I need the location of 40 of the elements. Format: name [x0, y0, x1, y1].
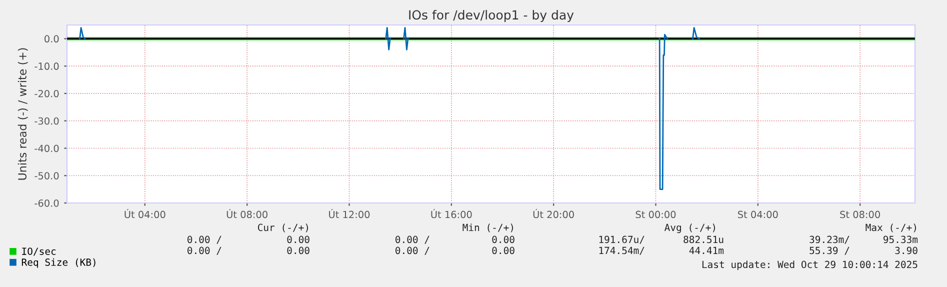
x-tick-label: Út 08:00 — [226, 209, 268, 218]
y-tick-label: -30.0 — [34, 117, 59, 125]
chart-title: IOs for /dev/loop1 - by day — [409, 10, 574, 22]
text: 3.90 — [895, 246, 918, 254]
text: 174.54m/ — [599, 246, 644, 255]
legend-label: IO/sec — [22, 248, 56, 256]
text: 55.39 / — [810, 246, 850, 255]
text: 0.00 / — [188, 236, 222, 244]
y-tick-label: -10.0 — [34, 62, 59, 70]
x-tick-label: St 08:00 — [840, 210, 880, 218]
y-axis-title: Units read (-) / write (+) — [18, 48, 28, 180]
text: 0.00 — [492, 246, 514, 254]
text: 39.23m/ — [810, 236, 850, 244]
text: Cur (-/+) — [258, 224, 308, 232]
text: Min (-/+) — [462, 224, 513, 232]
y-tick-label: -50.0 — [34, 172, 59, 180]
text: 0.00 / — [188, 246, 222, 255]
x-tick-label: St 00:00 — [636, 210, 676, 218]
text: 0.00 / — [396, 236, 430, 244]
x-tick-label: Út 12:00 — [329, 209, 370, 218]
text: Max (-/+) — [866, 224, 916, 232]
text: 44.41m — [689, 246, 724, 254]
legend-label: Req Size (KB) — [22, 258, 96, 268]
text: 0.00 — [492, 236, 514, 244]
text: 95.33m — [883, 236, 918, 244]
text: 0.00 — [287, 246, 310, 254]
text: Avg (-/+) — [664, 224, 715, 234]
x-tick-label: Út 16:00 — [431, 209, 472, 218]
x-tick-label: Út 20:00 — [533, 209, 574, 218]
x-tick-label: St 04:00 — [738, 210, 778, 218]
y-tick-label: -60.0 — [34, 199, 59, 207]
text: 0.00 — [287, 236, 310, 244]
x-tick-label: Út 04:00 — [124, 209, 166, 218]
text: 191.67u/ — [599, 236, 644, 244]
text: 0.00 / — [396, 246, 430, 255]
y-tick-label: 0.0 — [44, 35, 59, 43]
text: Last update: Wed Oct 29 10:00:14 2025 — [702, 260, 918, 270]
text: 882.51u — [684, 236, 724, 244]
y-tick-label: -40.0 — [34, 144, 59, 152]
y-tick-label: -20.0 — [34, 90, 59, 98]
